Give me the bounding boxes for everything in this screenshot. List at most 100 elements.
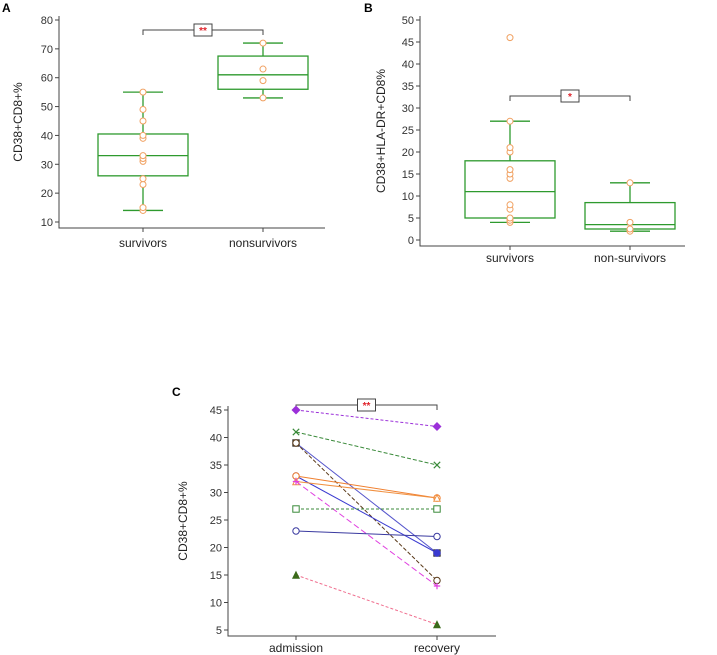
- panel-b-significance-bracket: [509, 95, 631, 101]
- panel-a-ytick-label-6: 70: [41, 44, 53, 56]
- panel-a-ytick-label-5: 60: [41, 73, 53, 85]
- panel-a-box-0-point-1: [139, 204, 147, 212]
- panel-c-ytick-label-3: 20: [210, 543, 222, 555]
- panel-c-series-8-marker-recovery: [433, 505, 441, 513]
- panel-a-category-label-0: survivors: [119, 236, 167, 250]
- panel-c-series-10-line: [295, 574, 438, 625]
- panel-c-series-0-marker-admission: [291, 405, 301, 415]
- panel-c-series-6-marker-recovery: [432, 493, 442, 502]
- panel-b-axis-frame: [419, 16, 685, 247]
- panel-b-label: B: [364, 1, 373, 15]
- panel-c-series-9-marker-recovery: [433, 532, 441, 541]
- panel-c-series-3-marker-recovery: [433, 576, 441, 585]
- panel-b-ytick-label-7: 35: [402, 81, 414, 93]
- panel-a-ylabel: CD38+CD8+%: [11, 82, 25, 162]
- panel-c-ytick-label-2: 15: [210, 570, 222, 582]
- panel-c-series-10-marker-recovery: [432, 620, 442, 629]
- panel-c-series-9-marker-admission-shape: [292, 527, 300, 535]
- panel-c-series-3-marker-recovery-shape: [433, 576, 441, 585]
- panel-c-series-1-marker-admission-shape: [292, 428, 300, 436]
- panel-c-series-0-marker-admission-shape: [291, 405, 301, 415]
- panel-c-series-9-line: [295, 530, 438, 537]
- panel-c-series-10-marker-admission: [291, 570, 301, 579]
- panel-a-box-1-point-3: [259, 39, 267, 47]
- panel-c-series-9-marker-admission: [292, 527, 300, 535]
- panel-c-series-1-line: [295, 431, 438, 466]
- panel-a-ytick-label-2: 30: [41, 159, 53, 171]
- panel-c-series-3-line: [295, 442, 438, 581]
- panel-c-series-10-marker-recovery-shape: [432, 620, 442, 629]
- panel-c-series-7-line: [295, 481, 438, 587]
- panel-c-series-5-line: [295, 475, 438, 499]
- panel-c-series-6-line: [295, 481, 438, 499]
- panel-c-ytick-label-7: 40: [210, 433, 222, 445]
- panel-c-significance-label: **: [363, 401, 371, 412]
- panel-c-series-7-marker-admission-shape: [292, 478, 300, 485]
- panel-c-ytick-label-6: 35: [210, 460, 222, 472]
- panel-b-box-0-point-4: [506, 201, 514, 209]
- panel-c-series-4-marker-recovery: [433, 549, 441, 557]
- panel-c-series-0-line: [295, 409, 438, 427]
- panel-c-ytick-label-0: 5: [216, 625, 222, 637]
- panel-c-ytick-label-8: 45: [210, 405, 222, 417]
- panel-c-series-0-marker-recovery: [432, 421, 442, 432]
- panel-a-ytick-label-4: 50: [41, 102, 53, 114]
- panel-c-series-4-line: [295, 475, 438, 554]
- panel-c-series-8-marker-admission: [292, 505, 300, 513]
- panel-c-series-0-marker-recovery-shape: [432, 421, 442, 432]
- panel-b-ytick-label-4: 20: [402, 147, 414, 159]
- panel-c-series-2-line: [295, 442, 438, 554]
- panel-b-ytick-label-5: 25: [402, 125, 414, 137]
- panel-c-ytick-label-4: 25: [210, 515, 222, 527]
- panel-c-category-label-0: admission: [269, 641, 323, 655]
- panel-b-box-0-point-10: [506, 117, 514, 125]
- panel-b-box-0-point-9: [506, 144, 514, 152]
- panel-c-series-9-marker-recovery-shape: [433, 532, 441, 541]
- panel-a-box-0-point-2: [139, 180, 147, 188]
- panel-a-box-1-point-2: [259, 65, 267, 73]
- panel-b-box-0-point-2: [506, 214, 514, 222]
- panel-a-significance-label: **: [199, 26, 207, 37]
- panel-c-series-1-marker-admission: [292, 428, 300, 436]
- panel-c-series-3-marker-admission: [292, 439, 300, 447]
- panel-c-series-7-marker-recovery-shape: [433, 582, 441, 590]
- panel-c-label: C: [172, 385, 181, 399]
- panel-b-ytick-label-10: 50: [402, 15, 414, 27]
- panel-c-series-10-marker-admission-shape: [291, 570, 301, 579]
- panel-c-ytick-label-5: 30: [210, 488, 222, 500]
- panel-a-axis-frame: [58, 16, 325, 229]
- panel-b-ytick-label-1: 5: [408, 213, 414, 225]
- panel-a-box-0-point-6: [139, 152, 147, 160]
- panel-c-significance-box: [357, 398, 376, 412]
- panel-b-category-label-1: non-survivors: [594, 251, 666, 265]
- panel-a-significance-bracket: [142, 29, 264, 35]
- panel-c-series-6-marker-recovery-shape: [432, 493, 442, 502]
- panel-b-ytick-label-0: 0: [408, 235, 414, 247]
- panel-b-box-0-point-11: [506, 34, 514, 42]
- panel-b-box-1-point-2: [626, 218, 634, 226]
- panel-a-ytick-label-1: 20: [41, 188, 53, 200]
- panel-b-ytick-label-8: 40: [402, 59, 414, 71]
- panel-a-box-1-point-1: [259, 77, 267, 85]
- panel-a-box-0-point-9: [139, 117, 147, 125]
- panel-b-significance-box: [560, 89, 580, 103]
- panel-c-axis-frame: [227, 406, 496, 637]
- panel-c-series-8-marker-recovery-shape: [433, 505, 441, 513]
- panel-c-series-7-marker-recovery: [433, 582, 441, 590]
- panel-a-ytick-label-3: 40: [41, 130, 53, 142]
- panel-a-ytick-label-7: 80: [41, 15, 53, 27]
- panel-a-box-0-point-8: [139, 131, 147, 139]
- panel-a-category-label-1: nonsurvivors: [229, 236, 297, 250]
- panel-c-ylabel: CD38+CD8+%: [176, 481, 190, 561]
- panel-b-significance-label: *: [568, 92, 572, 103]
- panel-c-ytick-label-1: 10: [210, 598, 222, 610]
- panel-c-category-label-1: recovery: [414, 641, 460, 655]
- panel-c-series-1-marker-recovery-shape: [433, 461, 441, 469]
- panel-c-series-1-marker-recovery: [433, 461, 441, 469]
- panel-b-category-label-0: survivors: [486, 251, 534, 265]
- panel-a-box-0-point-11: [139, 88, 147, 96]
- panel-a-box-1-iqr: [217, 55, 309, 90]
- panel-b-box-1-point-3: [626, 179, 634, 187]
- panel-a-box-1-point-0: [259, 94, 267, 102]
